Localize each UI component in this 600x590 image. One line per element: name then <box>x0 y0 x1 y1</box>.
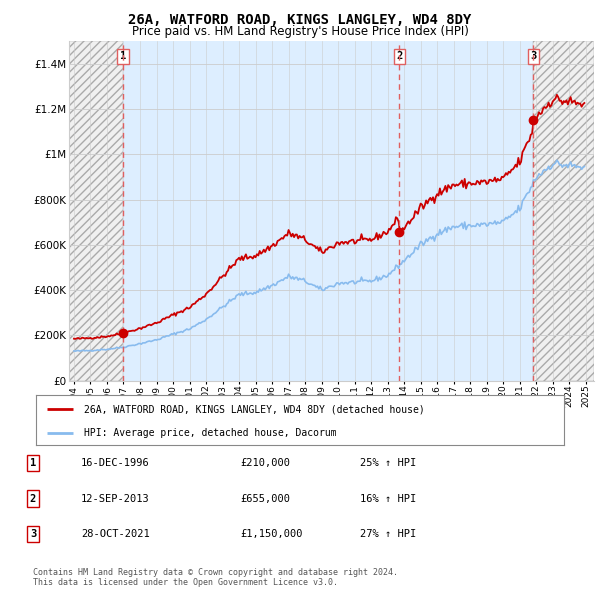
Bar <box>69 41 123 381</box>
Text: 3: 3 <box>530 51 536 61</box>
Text: 12-SEP-2013: 12-SEP-2013 <box>81 494 150 503</box>
Text: 26A, WATFORD ROAD, KINGS LANGLEY, WD4 8DY (detached house): 26A, WATFORD ROAD, KINGS LANGLEY, WD4 8D… <box>83 404 424 414</box>
Bar <box>123 41 400 381</box>
Text: 3: 3 <box>30 529 36 539</box>
Text: 1: 1 <box>30 458 36 468</box>
Text: Contains HM Land Registry data © Crown copyright and database right 2024.
This d: Contains HM Land Registry data © Crown c… <box>33 568 398 587</box>
Text: 25% ↑ HPI: 25% ↑ HPI <box>360 458 416 468</box>
Text: 16% ↑ HPI: 16% ↑ HPI <box>360 494 416 503</box>
Text: Price paid vs. HM Land Registry's House Price Index (HPI): Price paid vs. HM Land Registry's House … <box>131 25 469 38</box>
Text: 28-OCT-2021: 28-OCT-2021 <box>81 529 150 539</box>
Text: 26A, WATFORD ROAD, KINGS LANGLEY, WD4 8DY: 26A, WATFORD ROAD, KINGS LANGLEY, WD4 8D… <box>128 13 472 27</box>
Text: 2: 2 <box>30 494 36 503</box>
Text: 2: 2 <box>396 51 403 61</box>
Text: HPI: Average price, detached house, Dacorum: HPI: Average price, detached house, Daco… <box>83 428 336 438</box>
Text: £1,150,000: £1,150,000 <box>240 529 302 539</box>
Text: 27% ↑ HPI: 27% ↑ HPI <box>360 529 416 539</box>
Text: £210,000: £210,000 <box>240 458 290 468</box>
Text: 16-DEC-1996: 16-DEC-1996 <box>81 458 150 468</box>
Bar <box>400 41 533 381</box>
Bar <box>69 41 123 381</box>
Bar <box>533 41 594 381</box>
Text: £655,000: £655,000 <box>240 494 290 503</box>
Text: 1: 1 <box>119 51 126 61</box>
